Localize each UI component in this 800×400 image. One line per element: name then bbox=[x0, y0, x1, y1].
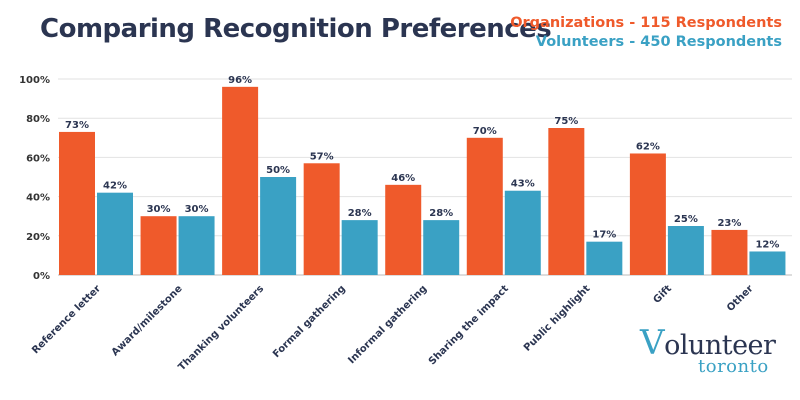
data-label: 62% bbox=[636, 141, 660, 152]
x-tick-label: Gift bbox=[652, 283, 675, 306]
y-axis: 0% 20% 40% 60% 80% 100% bbox=[19, 75, 50, 282]
data-label: 30% bbox=[147, 204, 171, 215]
data-label: 70% bbox=[473, 126, 497, 137]
data-label: 28% bbox=[348, 208, 372, 219]
bar-organizations bbox=[548, 128, 585, 275]
data-label: 75% bbox=[554, 116, 578, 127]
bar-volunteers bbox=[341, 220, 378, 275]
bar-organizations bbox=[711, 229, 748, 275]
bar-volunteers bbox=[178, 216, 215, 275]
y-tick-label: 60% bbox=[26, 153, 50, 164]
chart-title: Comparing Recognition Preferences bbox=[40, 14, 552, 44]
x-tick-label: Award/milestone bbox=[110, 283, 185, 358]
volunteer-toronto-logo: Volunteer toronto bbox=[640, 326, 790, 380]
bar-volunteers bbox=[423, 220, 460, 275]
data-label: 23% bbox=[717, 218, 741, 229]
x-tick-label: Public highlight bbox=[522, 283, 593, 354]
logo-subtitle: toronto bbox=[698, 356, 769, 377]
bar-volunteers bbox=[97, 192, 133, 275]
data-labels: 73% 42% 30% 30% 96% 50% 57% 28% 46% 28% 70% 43% 75% 1… bbox=[65, 75, 779, 251]
data-label: 25% bbox=[674, 214, 698, 225]
bar-organizations bbox=[140, 216, 177, 275]
bar-volunteers bbox=[667, 226, 704, 275]
logo-initial: V bbox=[640, 323, 665, 363]
bar-organizations bbox=[385, 184, 422, 275]
logo-rest: olunteer bbox=[664, 330, 776, 361]
bar-volunteers bbox=[749, 251, 786, 275]
data-label: 17% bbox=[592, 230, 616, 241]
y-tick-label: 100% bbox=[19, 75, 50, 86]
data-label: 73% bbox=[65, 120, 89, 131]
data-label: 50% bbox=[266, 165, 290, 176]
data-label: 42% bbox=[103, 181, 127, 192]
bar-volunteers bbox=[260, 177, 297, 275]
y-tick-label: 80% bbox=[26, 114, 50, 125]
bar-organizations bbox=[59, 131, 95, 275]
bar-organizations bbox=[466, 137, 503, 275]
x-tick-label: Other bbox=[725, 283, 756, 314]
x-tick-label: Informal gathering bbox=[346, 283, 429, 366]
x-tick-label: Formal gathering bbox=[271, 283, 348, 360]
data-label: 12% bbox=[755, 239, 779, 250]
bar-volunteers bbox=[586, 241, 623, 275]
bar-organizations bbox=[222, 86, 259, 275]
legend-organizations: Organizations - 115 Respondents bbox=[510, 15, 782, 31]
y-tick-label: 20% bbox=[26, 232, 50, 243]
data-label: 43% bbox=[511, 179, 535, 190]
x-tick-label: Sharing the impact bbox=[427, 283, 511, 367]
bars bbox=[59, 86, 786, 275]
bar-volunteers bbox=[504, 190, 541, 275]
bar-organizations bbox=[629, 153, 666, 275]
data-label: 57% bbox=[310, 151, 334, 162]
data-label: 96% bbox=[228, 75, 252, 86]
y-tick-label: 0% bbox=[33, 271, 50, 282]
legend-volunteers: Volunteers - 450 Respondents bbox=[535, 34, 782, 50]
legend: Organizations - 115 Respondents Voluntee… bbox=[510, 14, 782, 52]
x-tick-label: Reference letter bbox=[30, 283, 103, 356]
logo-wordmark: Volunteer bbox=[640, 326, 776, 361]
data-label: 28% bbox=[429, 208, 453, 219]
x-tick-label: Thanking volunteers bbox=[176, 283, 266, 373]
data-label: 30% bbox=[185, 204, 209, 215]
data-label: 46% bbox=[391, 173, 415, 184]
bar-organizations bbox=[303, 163, 340, 275]
y-tick-label: 40% bbox=[26, 193, 50, 204]
